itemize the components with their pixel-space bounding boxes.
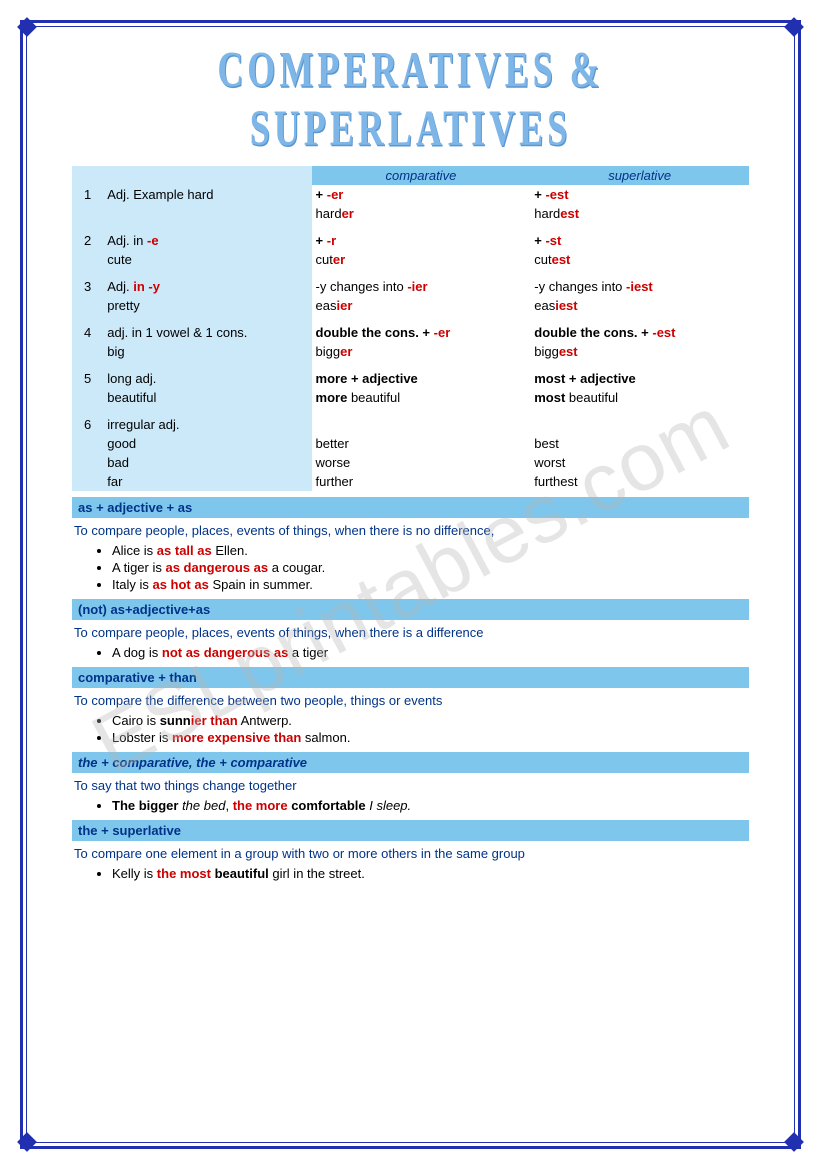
section-heading: comparative + than xyxy=(72,667,749,688)
section-description: To say that two things change together xyxy=(72,773,749,795)
section-description: To compare one element in a group with t… xyxy=(72,841,749,863)
row-number: 1 xyxy=(72,185,103,204)
bullet-list: Kelly is the most beautiful girl in the … xyxy=(72,865,749,882)
list-item: Alice is as tall as Ellen. xyxy=(112,542,749,559)
corner-decoration xyxy=(784,1132,804,1152)
section-description: To compare the difference between two pe… xyxy=(72,688,749,710)
table-row: 3 Adj. in -y -y changes into -ier -y cha… xyxy=(72,277,749,296)
rules-table: comparative superlative 1 Adj. Example h… xyxy=(72,166,749,491)
table-row: good better best xyxy=(72,434,749,453)
bullet-list: The bigger the bed, the more comfortable… xyxy=(72,797,749,814)
table-row: 1 Adj. Example hard + -er + -est xyxy=(72,185,749,204)
section-heading: as + adjective + as xyxy=(72,497,749,518)
list-item: A dog is not as dangerous as a tiger xyxy=(112,644,749,661)
section-heading: the + superlative xyxy=(72,820,749,841)
table-row: 2 Adj. in -e + -r + -st xyxy=(72,231,749,250)
corner-decoration xyxy=(17,1132,37,1152)
table-row: beautiful more beautiful most beautiful xyxy=(72,388,749,407)
section-heading: the + comparative, the + comparative xyxy=(72,752,749,773)
section-description: To compare people, places, events of thi… xyxy=(72,620,749,642)
section-heading: (not) as+adjective+as xyxy=(72,599,749,620)
row-desc: Adj. Example hard xyxy=(103,185,311,204)
bullet-list: Cairo is sunnier than Antwerp.Lobster is… xyxy=(72,712,749,746)
outer-border: ESLprintables.com COMPERATIVES & SUPERLA… xyxy=(20,20,801,1149)
list-item: Italy is as hot as Spain in summer. xyxy=(112,576,749,593)
bullet-list: A dog is not as dangerous as a tiger xyxy=(72,644,749,661)
sections: as + adjective + asTo compare people, pl… xyxy=(72,497,749,882)
table-row: pretty easier easiest xyxy=(72,296,749,315)
content: COMPERATIVES & SUPERLATIVES comparative … xyxy=(27,27,794,916)
inner-border: ESLprintables.com COMPERATIVES & SUPERLA… xyxy=(26,26,795,1143)
col-superlative: superlative xyxy=(530,166,749,185)
table-row: 4 adj. in 1 vowel & 1 cons. double the c… xyxy=(72,323,749,342)
table-row: big bigger biggest xyxy=(72,342,749,361)
list-item: Kelly is the most beautiful girl in the … xyxy=(112,865,749,882)
table-row: far further furthest xyxy=(72,472,749,491)
list-item: Lobster is more expensive than salmon. xyxy=(112,729,749,746)
col-comparative: comparative xyxy=(312,166,531,185)
list-item: Cairo is sunnier than Antwerp. xyxy=(112,712,749,729)
section-description: To compare people, places, events of thi… xyxy=(72,518,749,540)
list-item: A tiger is as dangerous as a cougar. xyxy=(112,559,749,576)
table-row: cute cuter cutest xyxy=(72,250,749,269)
page-title: COMPERATIVES & SUPERLATIVES xyxy=(72,40,749,158)
table-row: 6 irregular adj. xyxy=(72,415,749,434)
table-row: bad worse worst xyxy=(72,453,749,472)
bullet-list: Alice is as tall as Ellen.A tiger is as … xyxy=(72,542,749,593)
list-item: The bigger the bed, the more comfortable… xyxy=(112,797,749,814)
table-header: comparative superlative xyxy=(72,166,749,185)
table-row: 5 long adj. more + adjective most + adje… xyxy=(72,369,749,388)
table-row: harder hardest xyxy=(72,204,749,223)
